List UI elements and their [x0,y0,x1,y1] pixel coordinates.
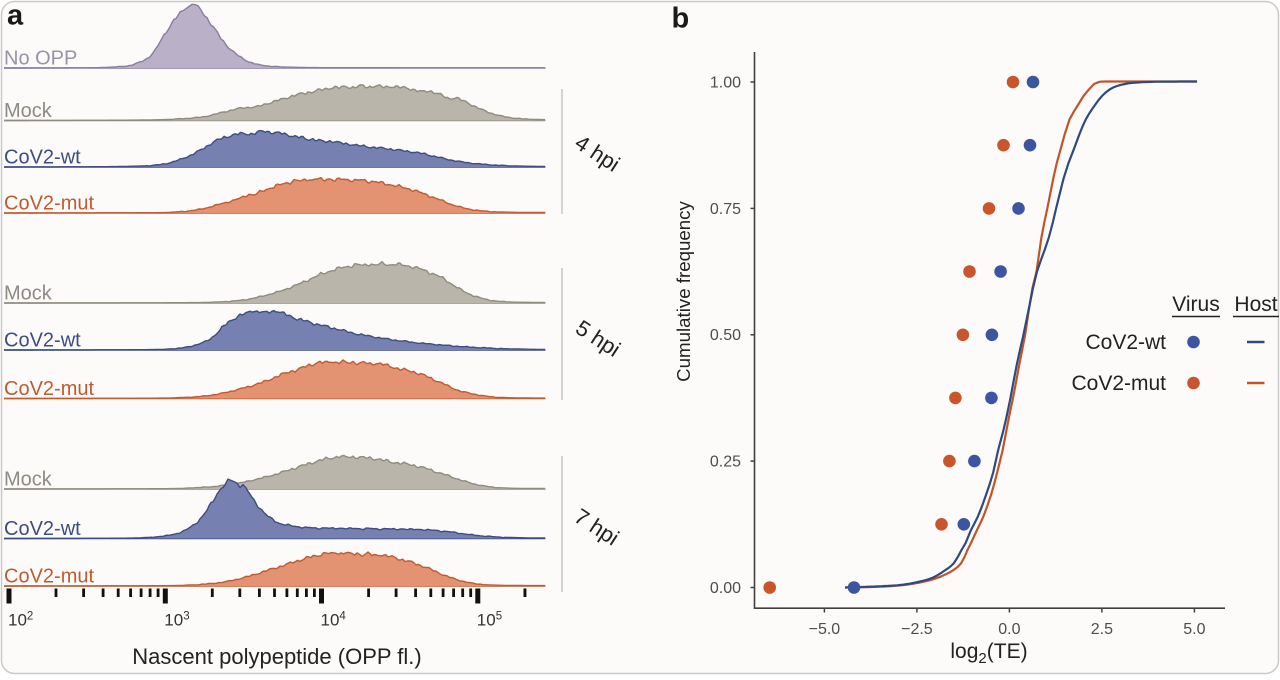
svg-text:0.00: 0.00 [710,580,741,597]
svg-text:a: a [7,0,24,32]
svg-text:Mock: Mock [4,100,53,122]
svg-text:0.50: 0.50 [710,327,741,344]
svg-text:0.25: 0.25 [710,454,741,471]
svg-text:CoV2-wt: CoV2-wt [4,147,81,169]
svg-text:Cumulative frequency: Cumulative frequency [673,200,694,381]
svg-text:2.5: 2.5 [1091,621,1113,638]
svg-text:Host: Host [1234,293,1277,316]
svg-text:CoV2-mut: CoV2-mut [4,566,94,588]
svg-text:Virus: Virus [1172,293,1219,316]
svg-text:0.0: 0.0 [998,621,1020,638]
svg-text:5.0: 5.0 [1183,621,1205,638]
svg-text:−5.0: −5.0 [809,621,841,638]
svg-text:Mock: Mock [4,283,53,305]
svg-text:CoV2-wt: CoV2-wt [1085,331,1166,354]
svg-text:0.75: 0.75 [710,201,741,218]
svg-text:1.00: 1.00 [710,75,741,92]
svg-text:CoV2-mut: CoV2-mut [4,378,94,400]
svg-text:CoV2-mut: CoV2-mut [4,193,94,215]
svg-text:Nascent polypeptide (OPP fl.): Nascent polypeptide (OPP fl.) [132,644,421,669]
svg-text:CoV2-mut: CoV2-mut [1071,372,1166,395]
svg-text:No OPP: No OPP [4,48,77,70]
svg-text:CoV2-wt: CoV2-wt [4,518,81,540]
svg-text:b: b [672,3,690,35]
svg-text:CoV2-wt: CoV2-wt [4,330,81,352]
svg-text:log2(TE): log2(TE) [950,640,1027,667]
svg-text:−2.5: −2.5 [901,621,933,638]
svg-text:Mock: Mock [4,469,53,491]
